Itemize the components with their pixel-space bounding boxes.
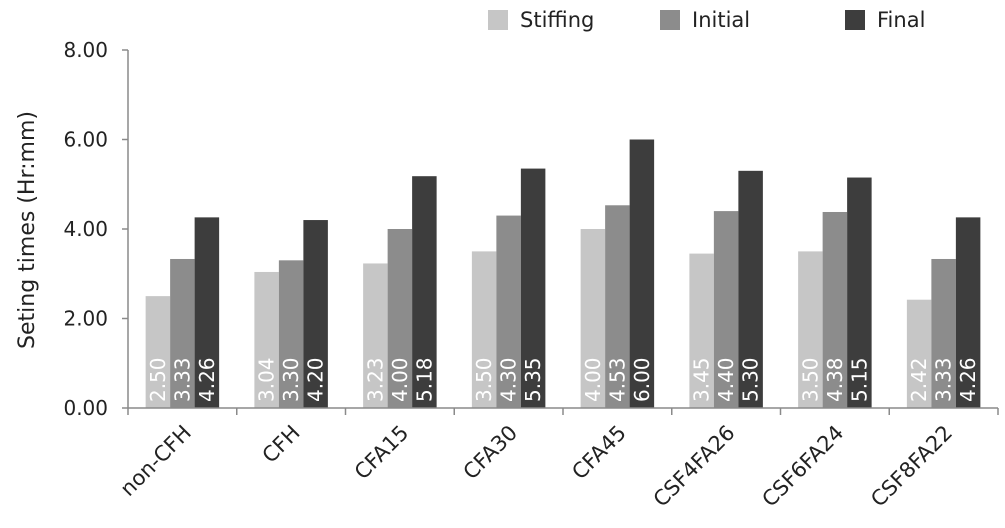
y-axis: 0.00 2.00 4.00 6.00 8.00 [63, 38, 129, 420]
bar [931, 258, 956, 408]
x-axis: non-CFH CFH CFA15 CFA30 CFA45 CSF4FA26 CSF6FA2… [116, 407, 999, 512]
data-label: 5.30 [739, 357, 763, 402]
data-label: 2.42 [907, 357, 931, 402]
data-label: 4.00 [581, 357, 605, 402]
y-tick-label: 0.00 [63, 396, 108, 420]
x-category-label: non-CFH [116, 421, 196, 501]
y-tick-label: 8.00 [63, 38, 108, 62]
bar [906, 299, 932, 408]
legend-swatch [488, 10, 508, 30]
data-label: 4.40 [714, 357, 738, 402]
data-label: 3.50 [798, 357, 822, 402]
data-label: 4.00 [388, 357, 412, 402]
bar [955, 217, 981, 408]
data-label: 4.20 [304, 357, 328, 402]
data-label: 5.15 [847, 357, 871, 402]
bar [847, 177, 872, 408]
bar [471, 251, 497, 408]
legend-label: Final [877, 8, 925, 32]
y-tick-label: 2.00 [63, 307, 108, 331]
data-label: 5.18 [412, 357, 436, 402]
y-axis-title: Seting times (Hr:mm) [15, 111, 40, 349]
x-category-label: CSF8FA22 [866, 421, 957, 512]
data-label: 4.53 [605, 357, 629, 402]
data-label: 4.26 [956, 357, 980, 402]
x-category-label: CSF4FA26 [649, 421, 740, 512]
bar [822, 211, 848, 408]
bar [278, 260, 304, 408]
data-label: 3.50 [472, 357, 496, 402]
bar [629, 139, 655, 408]
y-tick-label: 4.00 [63, 217, 108, 241]
data-label: 4.30 [497, 357, 521, 402]
bar [738, 170, 763, 408]
legend-swatch [660, 10, 680, 30]
bar [194, 217, 220, 408]
x-category-label: CFA15 [350, 421, 414, 485]
x-category-label: CFA45 [567, 421, 631, 485]
data-label: 4.38 [823, 357, 847, 402]
data-label: 6.00 [630, 357, 654, 402]
bar [605, 205, 630, 408]
bar [303, 220, 328, 408]
bar [520, 168, 546, 408]
bar [387, 229, 413, 408]
data-label: 5.35 [521, 357, 545, 402]
data-label: 3.23 [363, 357, 387, 402]
data-label: 3.45 [690, 357, 714, 402]
y-tick-label: 6.00 [63, 128, 108, 152]
data-label: 3.33 [932, 357, 956, 402]
bar [496, 215, 521, 408]
bar-series: 2.50 3.33 4.26 3.04 3.30 4.20 3.23 4.00 5.18 3.50… [145, 139, 981, 408]
bar [145, 296, 171, 408]
legend: Stiffing Initial Final [488, 8, 925, 32]
data-label: 3.04 [255, 357, 279, 402]
bar [798, 251, 823, 408]
legend-label: Stiffing [520, 8, 594, 32]
bar [580, 229, 606, 408]
bar [363, 263, 388, 408]
bar [412, 176, 437, 408]
bar [689, 253, 714, 408]
bar [713, 211, 739, 408]
data-label: 2.50 [146, 357, 170, 402]
bar [170, 258, 195, 408]
data-label: 3.33 [170, 357, 194, 402]
x-category-label: CFH [258, 421, 305, 468]
legend-swatch [845, 10, 865, 30]
x-category-label: CSF6FA24 [757, 421, 848, 512]
bar [254, 271, 279, 408]
legend-label: Initial [692, 8, 750, 32]
x-category-label: CFA30 [459, 421, 523, 485]
data-label: 3.30 [279, 357, 303, 402]
data-label: 4.26 [195, 357, 219, 402]
